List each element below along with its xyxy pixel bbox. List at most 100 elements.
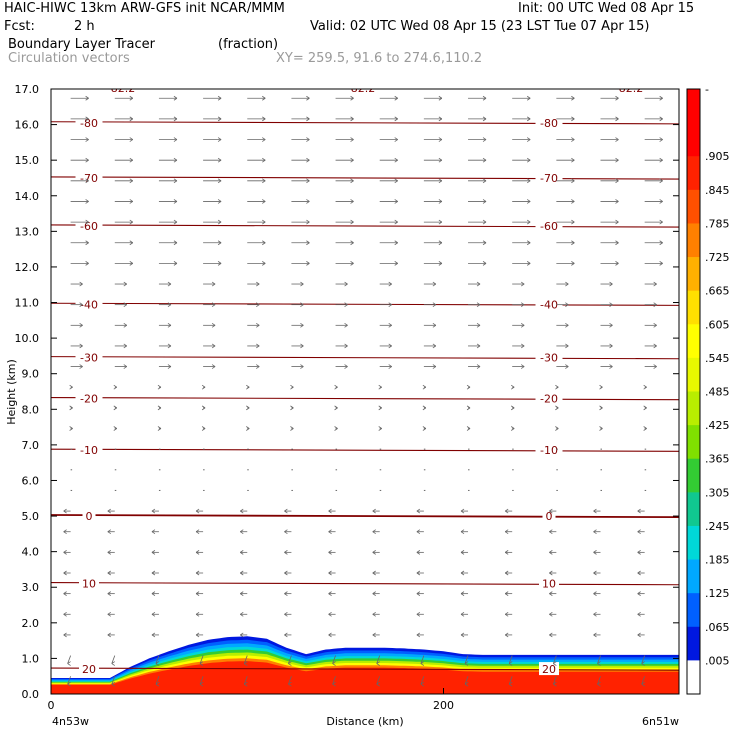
temperature-contour <box>51 448 679 452</box>
circulation-vector <box>203 261 222 266</box>
circulation-vector <box>151 632 159 638</box>
circulation-vector <box>641 655 646 666</box>
circulation-vector <box>328 632 336 638</box>
circulation-vector <box>512 95 531 101</box>
circulation-vector <box>203 95 222 101</box>
contour-label-mask <box>75 350 103 364</box>
circulation-vector <box>203 219 222 225</box>
circulation-vector <box>284 570 292 576</box>
circulation-vector <box>423 157 443 163</box>
circulation-vector <box>379 302 392 307</box>
circulation-vector <box>372 591 380 596</box>
contour-label-mask <box>535 350 563 364</box>
field-name: Boundary Layer Tracer <box>8 37 155 52</box>
circulation-vector <box>201 405 206 411</box>
colorbar-label: .185 <box>705 554 730 567</box>
circulation-vector <box>203 302 216 307</box>
circulation-vector <box>158 261 178 266</box>
circulation-vector <box>290 384 294 390</box>
circulation-vector <box>158 137 178 142</box>
y-tick-label: 7.0 <box>22 439 40 452</box>
circulation-vector <box>422 384 427 390</box>
circulation-vector <box>107 570 115 576</box>
y-tick-label: 8.0 <box>22 403 40 416</box>
circulation-vector <box>504 570 513 576</box>
circulation-vector <box>335 281 348 287</box>
circulation-vector <box>599 426 603 431</box>
colorbar-swatch <box>687 189 700 224</box>
circulation-vector <box>107 632 115 638</box>
circulation-vector <box>290 426 294 431</box>
circulation-vector <box>379 157 398 163</box>
circulation-vector <box>512 240 531 246</box>
circulation-vector <box>151 611 159 617</box>
circulation-vector <box>504 591 513 596</box>
circulation-vector <box>291 281 304 287</box>
circulation-vector <box>328 611 336 617</box>
circulation-vector <box>512 116 531 122</box>
y-tick-label: 0.0 <box>22 688 40 701</box>
circulation-vector <box>114 219 134 225</box>
circulation-vector <box>113 405 118 411</box>
circulation-vector <box>556 343 569 349</box>
circulation-vector <box>111 676 116 687</box>
circulation-vector <box>468 240 487 246</box>
contour-label-mask <box>539 576 559 590</box>
circulation-vector <box>203 343 216 349</box>
temperature-contour <box>51 302 679 306</box>
circulation-vector <box>512 364 525 369</box>
contour-label: -10 <box>80 444 98 457</box>
circulation-vector <box>644 281 657 287</box>
circulation-vector <box>195 550 204 555</box>
circulation-vector <box>335 178 354 184</box>
colorbar-label: .845 <box>705 184 730 197</box>
circulation-vector <box>376 655 381 666</box>
circulation-vector <box>468 116 487 122</box>
circulation-vector <box>600 116 619 122</box>
circulation-vector <box>114 261 134 266</box>
colorbar-label: .665 <box>705 285 730 298</box>
circulation-vector <box>460 611 469 617</box>
circulation-vector <box>372 529 380 535</box>
circulation-vector <box>290 405 294 411</box>
circulation-vector <box>158 322 172 328</box>
colorbar-label: .485 <box>705 386 730 399</box>
y-axis-label: Height (km) <box>5 359 18 425</box>
y-tick-label: 11.0 <box>15 297 40 310</box>
circulation-vector <box>332 655 336 666</box>
circulation-vector <box>423 322 437 328</box>
circulation-vector <box>240 591 248 596</box>
circulation-vector <box>637 570 645 576</box>
circulation-vector <box>69 384 73 390</box>
circulation-vector <box>113 384 118 390</box>
circulation-vector <box>114 343 128 349</box>
circulation-vector <box>114 240 134 246</box>
circulation-vector <box>644 322 657 328</box>
forecast-hour: 2 h <box>74 19 95 34</box>
contour-label: 0 <box>86 510 93 523</box>
circulation-vector <box>247 178 266 184</box>
circulation-vector <box>644 302 657 307</box>
circulation-vector <box>247 157 266 163</box>
circulation-vector <box>157 405 162 411</box>
field-units: (fraction) <box>218 37 279 52</box>
circulation-vector <box>637 591 645 596</box>
circulation-vector <box>556 302 569 307</box>
circulation-vector <box>372 508 380 514</box>
circulation-vector <box>460 529 469 535</box>
colorbar-label: .545 <box>705 352 730 365</box>
circulation-vector <box>107 591 115 596</box>
circulation-vector <box>291 364 304 369</box>
colorbar-swatch <box>687 492 700 527</box>
contour-label: -80 <box>540 117 558 130</box>
circulation-vector <box>460 591 469 596</box>
circulation-vector <box>335 157 354 163</box>
circulation-vector <box>203 116 222 122</box>
circulation-vector <box>549 611 557 617</box>
circulation-vector <box>114 157 134 163</box>
circulation-vector <box>203 322 216 328</box>
top-contour-label: -82.2 <box>107 82 135 95</box>
circulation-vector <box>158 199 178 204</box>
colorbar-label: .365 <box>705 453 730 466</box>
